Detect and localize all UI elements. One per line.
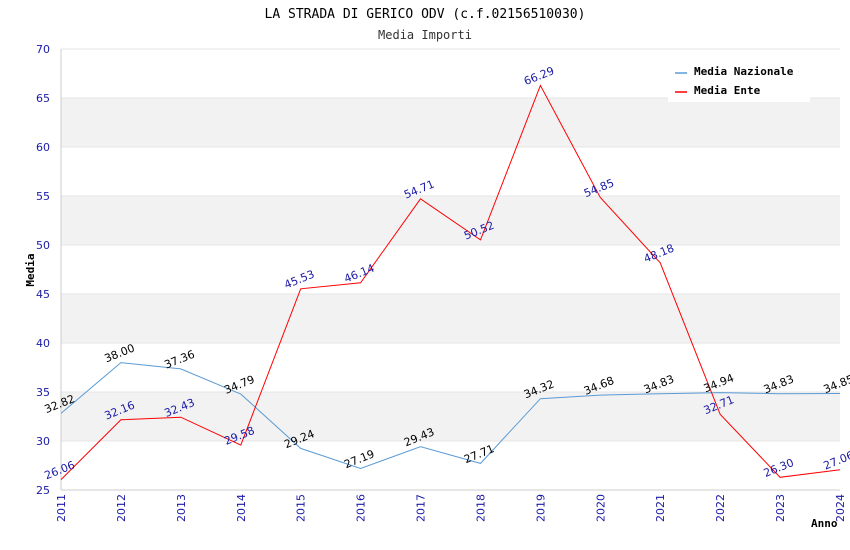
x-tick-label: 2014	[235, 494, 248, 522]
y-axis-label: Media	[24, 253, 37, 286]
y-tick-label: 40	[36, 337, 50, 350]
series-line-media-nazionale	[60, 362, 841, 470]
grid-band	[61, 147, 840, 196]
x-axis-label: Anno	[811, 517, 838, 530]
y-tick-labels: 25 30 35 40 45 50 55 60 65 70	[36, 43, 50, 497]
grid-band	[61, 441, 840, 490]
x-tick-label: 2024	[834, 494, 847, 522]
y-tick-label: 45	[36, 288, 50, 301]
y-tick-label: 50	[36, 239, 50, 252]
x-tick-label: 2020	[594, 494, 607, 522]
y-tick-label: 55	[36, 190, 50, 203]
x-tick-label: 2021	[654, 494, 667, 522]
grid-band	[61, 196, 840, 245]
series-line-media-ente	[60, 84, 841, 480]
chart-subtitle: Media Importi	[378, 28, 472, 42]
y-tick-label: 25	[36, 484, 50, 497]
series-lines	[60, 84, 841, 480]
grid-band	[61, 343, 840, 392]
x-tick-label: 2016	[355, 494, 368, 522]
x-tick-label: 2023	[774, 494, 787, 522]
x-tick-label: 2012	[115, 494, 128, 522]
legend: Media Nazionale Media Ente	[668, 60, 810, 102]
y-tick-label: 60	[36, 141, 50, 154]
y-tick-label: 35	[36, 386, 50, 399]
x-tick-label: 2015	[295, 494, 308, 522]
grid-bands	[61, 49, 840, 490]
grid-band	[61, 294, 840, 343]
grid-band	[61, 98, 840, 147]
x-tick-label: 2022	[714, 494, 727, 522]
y-tick-label: 70	[36, 43, 50, 56]
legend-background	[668, 60, 810, 102]
y-tick-label: 65	[36, 92, 50, 105]
grid-band	[61, 392, 840, 441]
x-tick-label: 2011	[55, 494, 68, 522]
legend-label-media-nazionale: Media Nazionale	[694, 65, 794, 78]
grid-band	[61, 245, 840, 294]
x-tick-label: 2018	[474, 494, 487, 522]
x-tick-label: 2013	[175, 494, 188, 522]
x-tick-label: 2019	[534, 494, 547, 522]
y-tick-label: 30	[36, 435, 50, 448]
x-tick-label: 2017	[415, 494, 428, 522]
chart-title: LA STRADA DI GERICO ODV (c.f.02156510030…	[265, 7, 586, 22]
x-tick-labels: 2011 2012 2013 2014 2015 2016 2017 2018 2019 2020…	[55, 494, 847, 522]
grid-lines	[61, 48, 840, 491]
legend-label-media-ente: Media Ente	[694, 84, 761, 97]
